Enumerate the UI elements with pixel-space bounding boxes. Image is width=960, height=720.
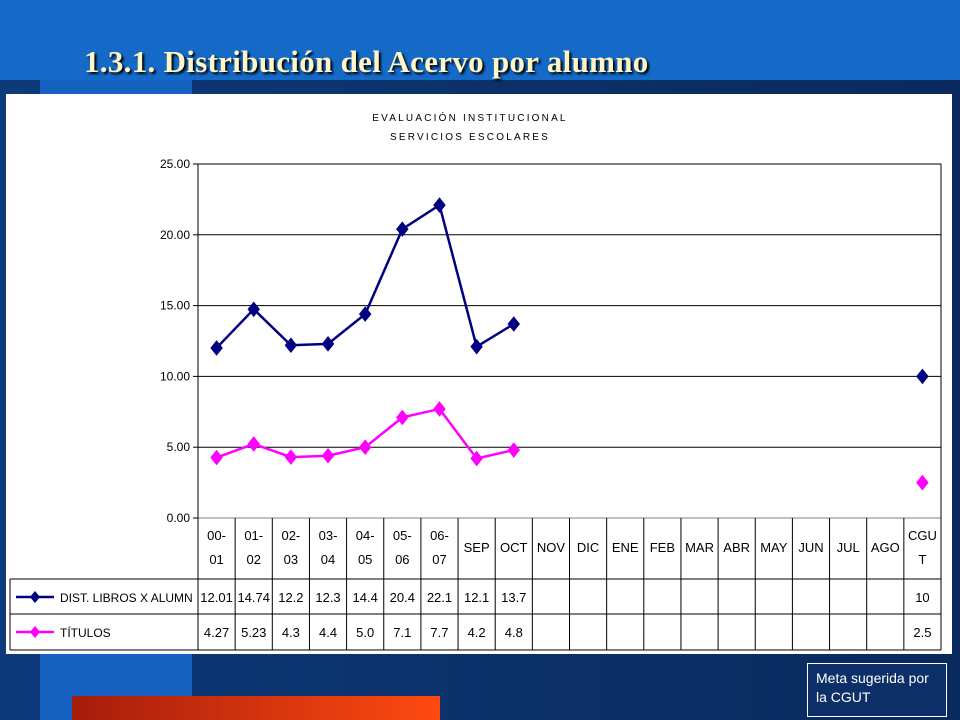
x-tick-label: 04- — [356, 528, 375, 543]
x-tick-label: ENE — [612, 540, 639, 555]
table-value: 12.3 — [315, 590, 340, 605]
x-tick-label: 05 — [358, 552, 372, 567]
chart-panel: EVALUACIÓN INSTITUCIONAL SERVICIOS ESCOL… — [6, 94, 952, 654]
legend-marker — [30, 591, 40, 603]
y-tick-label: 5.00 — [167, 440, 191, 454]
table-value: 13.7 — [501, 590, 526, 605]
table-value: 14.4 — [353, 590, 378, 605]
data-point-marker — [247, 436, 260, 452]
y-tick-label: 10.00 — [160, 369, 190, 383]
x-tick-label: 05- — [393, 528, 412, 543]
x-tick-label: OCT — [500, 540, 528, 555]
table-value: 14.74 — [237, 590, 270, 605]
x-tick-label: T — [918, 552, 926, 567]
y-tick-label: 15.00 — [160, 299, 190, 313]
y-tick-label: 25.00 — [160, 157, 190, 171]
table-value: 7.1 — [393, 625, 411, 640]
x-tick-label: FEB — [650, 540, 675, 555]
data-point-marker — [358, 306, 372, 322]
x-tick-label: SEP — [464, 540, 490, 555]
x-tick-label: MAR — [685, 540, 714, 555]
y-tick-label: 0.00 — [167, 511, 191, 525]
data-point-marker — [284, 337, 298, 354]
line-chart: EVALUACIÓN INSTITUCIONAL SERVICIOS ESCOL… — [9, 111, 942, 651]
x-tick-label: 06 — [395, 552, 409, 567]
x-tick-label: 03- — [319, 528, 338, 543]
table-value: 4.3 — [282, 625, 300, 640]
table-value: 4.2 — [468, 625, 486, 640]
table-value: 5.23 — [241, 625, 266, 640]
chart-subtitle: SERVICIOS ESCOLARES — [390, 132, 550, 143]
x-tick-label: 02- — [281, 528, 300, 543]
legend-label: DIST. LIBROS X ALUMN — [60, 591, 193, 605]
data-point-marker — [321, 447, 335, 464]
legend-label: TÍTULOS — [60, 625, 111, 640]
table-value: 12.2 — [278, 590, 303, 605]
plot-frame — [197, 163, 942, 519]
data-point-marker — [396, 409, 409, 426]
x-tick-label: DIC — [577, 540, 599, 555]
x-tick-label: CGU — [908, 528, 937, 543]
table-value: 20.4 — [390, 590, 415, 605]
legend-marker — [30, 626, 40, 638]
data-point-marker — [507, 442, 521, 458]
x-tick-label: MAY — [760, 540, 788, 555]
data-point-marker — [321, 336, 335, 352]
data-point-marker — [433, 197, 446, 213]
data-point-marker — [210, 340, 223, 356]
x-tick-label: 02 — [246, 552, 260, 567]
table-value: 4.8 — [505, 625, 523, 640]
table-value: 12.01 — [200, 590, 233, 605]
data-point-marker — [247, 301, 260, 318]
background-accent-bar — [72, 696, 440, 720]
table-value: 2.5 — [913, 625, 931, 640]
x-tick-label: JUN — [798, 540, 823, 555]
x-tick-label: 03 — [284, 552, 298, 567]
table-value: 5.0 — [356, 625, 374, 640]
x-tick-label: AGO — [871, 540, 900, 555]
x-tick-label: 01- — [244, 528, 263, 543]
plot-area: 0.00 5.00 10.00 15.00 20.00 25.00 00- 01 01- 02 02… — [9, 157, 942, 651]
table-value: 7.7 — [430, 625, 448, 640]
table-value: 22.1 — [427, 590, 452, 605]
y-tick-label: 20.00 — [160, 228, 190, 242]
x-tick-label: 00- — [207, 528, 226, 543]
x-tick-label: ABR — [723, 540, 750, 555]
x-tick-label: 01 — [209, 552, 223, 567]
table-value: 10 — [915, 590, 929, 605]
x-tick-label: NOV — [537, 540, 566, 555]
data-point-marker — [358, 439, 372, 456]
data-point-marker — [433, 401, 446, 417]
table-value: 4.27 — [204, 625, 229, 640]
chart-title: EVALUACIÓN INSTITUCIONAL — [372, 111, 567, 124]
table-value: 12.1 — [464, 590, 489, 605]
data-point-marker — [507, 316, 521, 332]
page-title: 1.3.1. Distribución del Acervo por alumn… — [84, 44, 649, 79]
data-point-marker — [284, 449, 298, 465]
x-tick-label: 06- — [430, 528, 449, 543]
data-point-marker — [210, 449, 223, 466]
x-tick-label: JUL — [837, 540, 860, 555]
x-tick-label: 04 — [321, 552, 335, 567]
data-point-marker — [916, 474, 929, 491]
data-point-marker — [470, 450, 483, 467]
data-point-marker — [916, 368, 929, 385]
table-value: 4.4 — [319, 625, 337, 640]
target-note: Meta sugerida por la CGUT — [807, 663, 947, 717]
x-tick-label: 07 — [432, 552, 446, 567]
data-point-marker — [470, 338, 483, 355]
data-point-marker — [396, 221, 409, 237]
